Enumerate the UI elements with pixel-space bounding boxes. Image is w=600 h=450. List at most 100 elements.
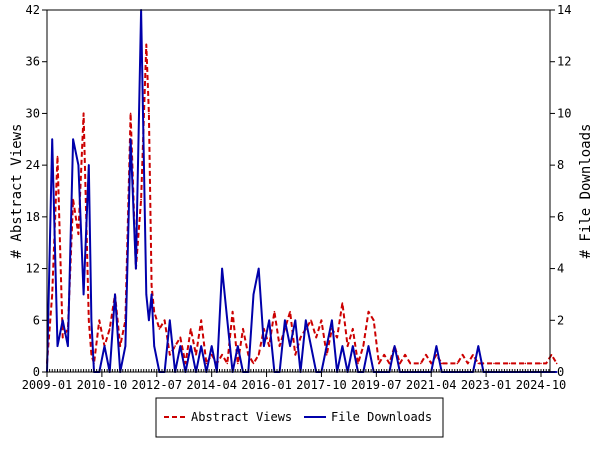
file-downloads-point <box>135 267 137 270</box>
abstract-views-point <box>446 362 448 365</box>
abstract-views-point <box>508 362 511 365</box>
y-axis-left-ticks: 0 6 12 18 24 30 36 42 <box>26 3 47 379</box>
file-downloads-point <box>114 293 116 296</box>
series-line-abstract-views <box>46 43 558 365</box>
abstract-views-point <box>467 362 469 365</box>
abstract-views-point <box>493 362 495 365</box>
abstract-views-point <box>456 362 459 365</box>
x-tick-label: 2023-01 <box>461 378 512 392</box>
file-downloads-point <box>352 345 354 347</box>
file-downloads-point <box>341 345 344 347</box>
y-axis-left-title: # Abstract Views <box>9 124 25 259</box>
file-downloads-point <box>124 345 127 347</box>
file-downloads-point <box>257 267 260 270</box>
abstract-views-point <box>529 362 532 365</box>
abstract-views-point <box>357 362 359 365</box>
x-tick-label: 2019-07 <box>351 378 402 392</box>
abstract-views-point <box>200 319 202 322</box>
file-downloads-point <box>435 345 438 347</box>
plot-frame <box>46 9 551 373</box>
abstract-views-point <box>237 362 239 365</box>
file-downloads-point <box>555 371 558 373</box>
abstract-views-point <box>550 354 553 356</box>
abstract-views-point <box>163 319 166 322</box>
file-downloads-point <box>210 345 213 347</box>
y-left-tick-label: 36 <box>26 55 40 69</box>
file-downloads-point <box>263 345 265 347</box>
abstract-views-point <box>153 310 155 313</box>
file-downloads-point <box>150 293 153 296</box>
abstract-views-point <box>77 233 80 235</box>
y-right-tick-label: 4 <box>557 262 564 276</box>
abstract-views-point <box>477 362 480 365</box>
file-downloads-point <box>145 293 148 296</box>
abstract-views-point <box>430 362 433 365</box>
file-downloads-point <box>305 319 307 322</box>
abstract-views-point <box>440 362 443 365</box>
abstract-views-point <box>388 362 391 365</box>
y-right-tick-label: 10 <box>557 106 571 120</box>
file-downloads-point <box>284 319 286 322</box>
abstract-views-point <box>129 112 132 115</box>
file-downloads-point <box>179 345 182 347</box>
file-downloads-point <box>77 164 80 166</box>
x-tick-label: 2009-01 <box>22 378 73 392</box>
y-axis-right-ticks: 0 2 4 6 8 10 12 14 <box>550 3 571 379</box>
abstract-views-point <box>190 328 192 330</box>
abstract-views-point <box>140 198 142 201</box>
abstract-views-point <box>221 354 223 356</box>
abstract-views-point <box>195 354 197 356</box>
file-downloads-point <box>477 345 480 347</box>
file-downloads-point <box>169 319 171 322</box>
abstract-views-point <box>158 328 161 330</box>
abstract-views-point <box>72 198 74 201</box>
abstract-views-point <box>257 354 260 356</box>
y-right-tick-label: 0 <box>557 365 564 379</box>
abstract-views-point <box>98 319 101 322</box>
file-downloads-point <box>367 345 370 347</box>
abstract-views-point <box>524 362 527 365</box>
abstract-views-point <box>252 362 255 365</box>
file-downloads-point <box>153 345 155 347</box>
abstract-views-point <box>498 362 501 365</box>
file-downloads-point <box>310 345 312 347</box>
abstract-views-point <box>482 362 485 365</box>
y-left-tick-label: 0 <box>33 365 40 379</box>
abstract-views-point <box>503 362 506 365</box>
abstract-views-point <box>231 310 234 313</box>
abstract-views-point <box>90 354 93 356</box>
file-downloads-point <box>331 319 333 322</box>
file-downloads-point <box>56 345 59 347</box>
abstract-views-point <box>119 345 121 347</box>
minor-ticks <box>46 369 550 372</box>
file-downloads-point <box>61 319 64 322</box>
file-downloads-point <box>72 138 74 141</box>
abstract-views-point <box>399 362 401 365</box>
x-tick-label: 2016-01 <box>241 378 292 392</box>
abstract-views-point <box>367 310 370 313</box>
file-downloads-point <box>268 319 271 322</box>
abstract-views-point <box>451 362 453 365</box>
abstract-views-point <box>519 362 521 365</box>
abstract-views-point <box>378 362 380 365</box>
abstract-views-point <box>56 155 59 158</box>
y-left-tick-label: 6 <box>33 313 40 327</box>
abstract-views-point <box>461 354 464 356</box>
abstract-views-point <box>346 345 349 347</box>
abstract-views-point <box>61 336 64 339</box>
x-axis-ticks: 2009-01 2010-10 2012-07 2014-04 2016-01 2017-… <box>22 372 566 392</box>
abstract-views-point <box>352 328 354 330</box>
y-right-tick-label: 12 <box>557 55 571 69</box>
abstract-views-point <box>325 354 328 356</box>
y-left-tick-label: 12 <box>26 262 40 276</box>
file-downloads-point <box>325 345 328 347</box>
abstract-views-point <box>341 302 344 304</box>
abstract-views-point <box>420 362 422 365</box>
file-downloads-point <box>393 345 396 347</box>
abstract-views-point <box>169 354 171 356</box>
abstract-views-point <box>315 336 318 339</box>
abstract-views-point <box>108 328 111 330</box>
y-left-tick-label: 24 <box>26 158 40 172</box>
abstract-views-point <box>414 362 417 365</box>
